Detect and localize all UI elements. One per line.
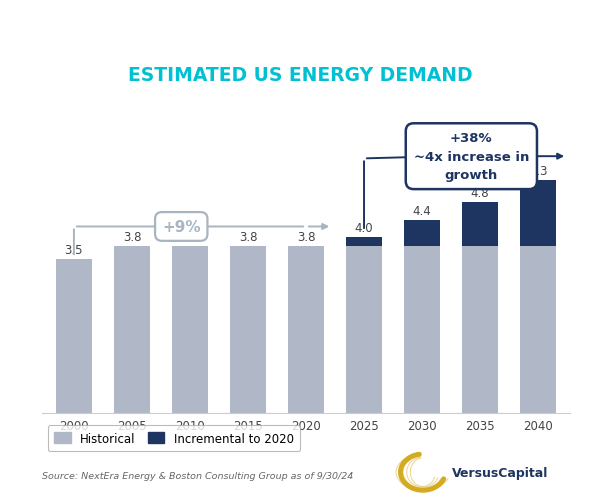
Bar — [520, 246, 556, 413]
Text: 4.8: 4.8 — [471, 187, 490, 200]
Text: 4.4: 4.4 — [413, 204, 431, 217]
Bar — [520, 181, 556, 246]
Text: 4.0: 4.0 — [355, 222, 373, 235]
Text: +38%
~4x increase in
growth: +38% ~4x increase in growth — [413, 132, 529, 182]
Text: VersusCapital: VersusCapital — [452, 466, 548, 478]
Text: 3.8: 3.8 — [181, 230, 199, 243]
Bar — [346, 238, 382, 246]
Text: 3.8: 3.8 — [297, 230, 315, 243]
Text: ESTIMATED US ENERGY DEMAND: ESTIMATED US ENERGY DEMAND — [128, 66, 472, 85]
Bar — [346, 246, 382, 413]
Text: (THOUSAND TWH): (THOUSAND TWH) — [239, 107, 361, 120]
Text: +9%: +9% — [162, 219, 200, 234]
Bar — [230, 246, 266, 413]
Bar — [114, 246, 150, 413]
Bar — [404, 246, 440, 413]
Bar — [462, 203, 498, 246]
Legend: Historical, Incremental to 2020: Historical, Incremental to 2020 — [48, 425, 300, 451]
Text: Infrastructure Market Update:: Infrastructure Market Update: — [134, 23, 466, 42]
Bar — [56, 260, 92, 413]
Bar — [462, 246, 498, 413]
Text: 3.8: 3.8 — [239, 230, 257, 243]
Bar — [288, 246, 324, 413]
Text: 3.8: 3.8 — [122, 230, 141, 243]
Text: Source: NextEra Energy & Boston Consulting Group as of 9/30/24: Source: NextEra Energy & Boston Consulti… — [42, 471, 353, 480]
Bar — [172, 246, 208, 413]
Text: 5.3: 5.3 — [529, 165, 547, 178]
Text: 3.5: 3.5 — [65, 244, 83, 257]
Bar — [404, 220, 440, 246]
